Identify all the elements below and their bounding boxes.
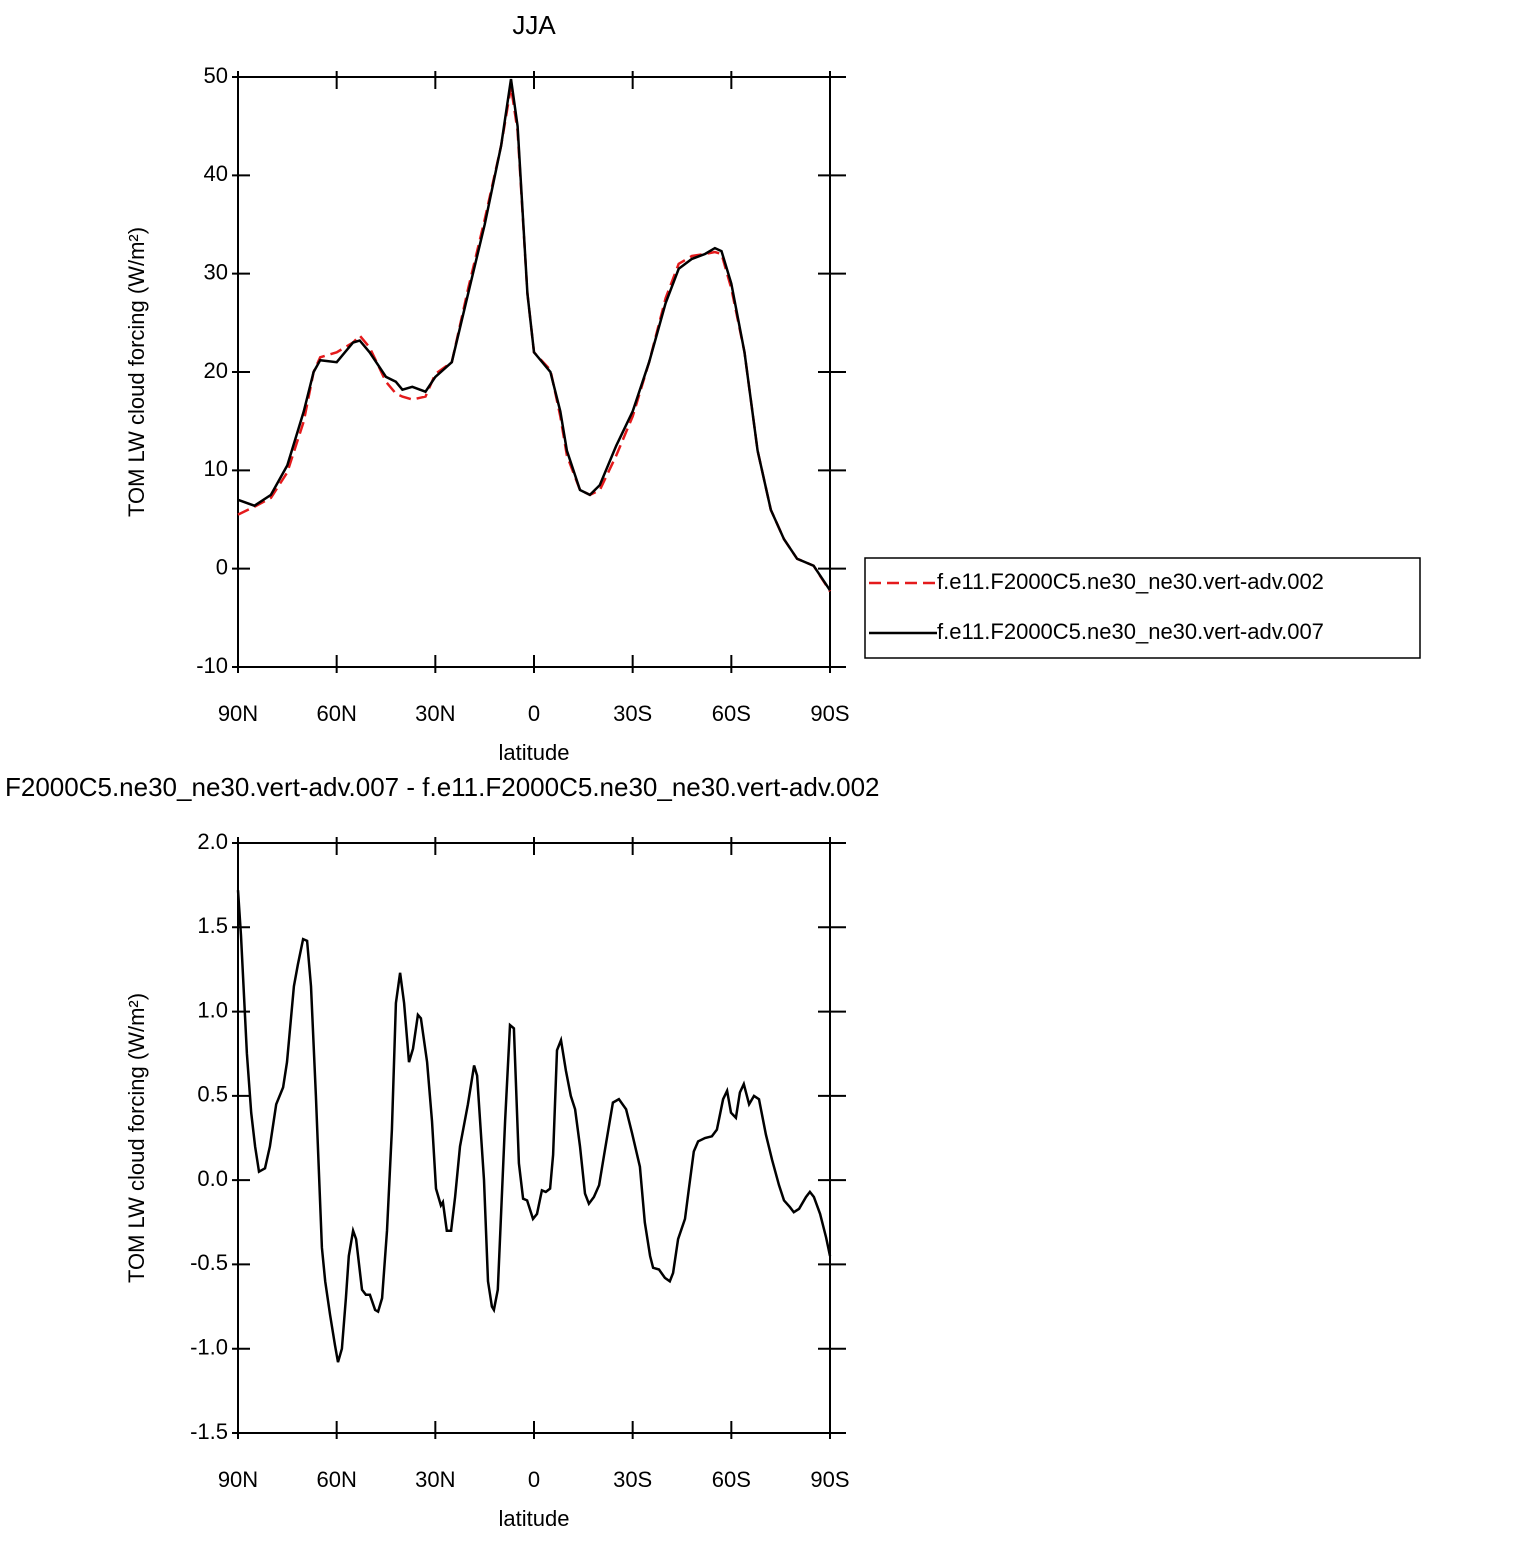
plot-frame [237, 76, 831, 668]
x-tick-label: 30N [415, 701, 455, 726]
y-tick-label: 0 [216, 554, 228, 579]
x-tick-label: 30N [415, 1467, 455, 1492]
legend-box [864, 557, 1421, 659]
x-tick-label: 30S [613, 701, 652, 726]
y-tick-label: 1.0 [197, 997, 228, 1022]
x-tick-label: 30S [613, 1467, 652, 1492]
y-tick-label: -10 [196, 653, 228, 678]
plot-frame [237, 842, 831, 1434]
y-tick-label: -1.5 [190, 1419, 228, 1444]
y-tick-label: -0.5 [190, 1250, 228, 1275]
data-line [237, 78, 832, 591]
y-tick-label: 30 [204, 259, 228, 284]
y-tick-label: 2.0 [197, 829, 228, 854]
y-tick-label: 20 [204, 358, 228, 383]
x-tick-label: 90S [810, 701, 849, 726]
y-tick-label: -1.0 [190, 1335, 228, 1360]
x-tick-label: 90S [810, 1467, 849, 1492]
y-tick-label: 0.5 [197, 1082, 228, 1107]
x-axis-label: latitude [499, 740, 570, 765]
legend-label: f.e11.F2000C5.ne30_ne30.vert-adv.007 [937, 619, 1324, 644]
y-axis-label: TOM LW cloud forcing (W/m²) [124, 227, 149, 517]
x-tick-label: 60N [316, 701, 356, 726]
x-tick-label: 60S [712, 701, 751, 726]
x-axis-label: latitude [499, 1506, 570, 1531]
x-tick-label: 90N [218, 1467, 258, 1492]
chart-title: JJA [512, 10, 556, 40]
chart-title: F2000C5.ne30_ne30.vert-adv.007 - f.e11.F… [5, 772, 880, 802]
x-tick-label: 0 [528, 701, 540, 726]
x-tick-label: 0 [528, 1467, 540, 1492]
x-tick-label: 60N [316, 1467, 356, 1492]
y-tick-label: 40 [204, 161, 228, 186]
legend-label: f.e11.F2000C5.ne30_ne30.vert-adv.002 [937, 569, 1324, 594]
y-axis-label: TOM LW cloud forcing (W/m²) [124, 993, 149, 1283]
x-tick-label: 90N [218, 701, 258, 726]
y-tick-label: 10 [204, 456, 228, 481]
y-tick-label: 0.0 [197, 1166, 228, 1191]
y-tick-label: 50 [204, 63, 228, 88]
data-line [236, 890, 832, 1363]
y-tick-label: 1.5 [197, 913, 228, 938]
x-tick-label: 60S [712, 1467, 751, 1492]
